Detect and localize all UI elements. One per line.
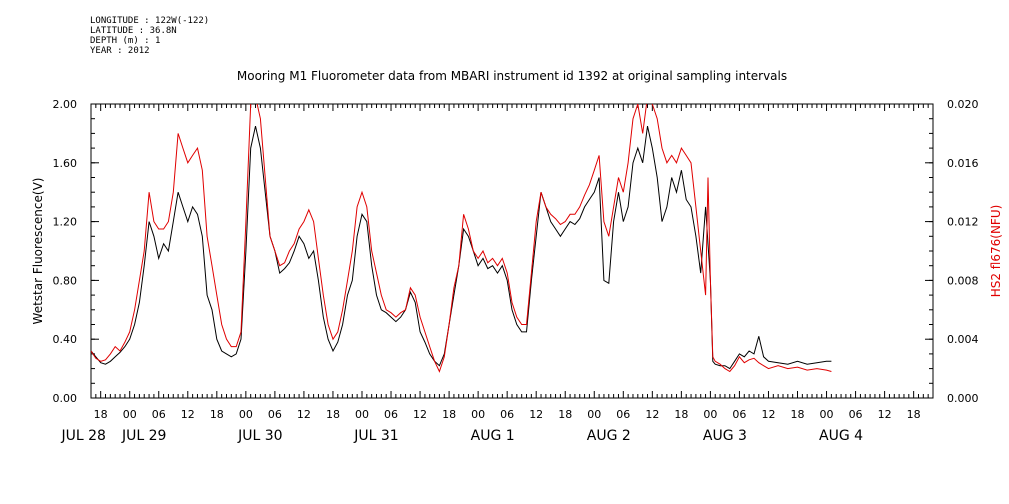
x-tick-label: 06 — [732, 408, 746, 421]
x-tick-label: 12 — [645, 408, 659, 421]
y-tick-label: 0.80 — [53, 274, 78, 287]
x-tick-label: 00 — [471, 408, 485, 421]
x-tick-label: 18 — [442, 408, 456, 421]
y-tick-label: 0.00 — [53, 392, 78, 405]
x-tick-label: 06 — [268, 408, 282, 421]
x-tick-label: 00 — [355, 408, 369, 421]
x-tick-label: 06 — [384, 408, 398, 421]
x-tick-label: 18 — [326, 408, 340, 421]
x-tick-label: 06 — [849, 408, 863, 421]
x-tick-label: 18 — [210, 408, 224, 421]
y2-tick-label: 0.016 — [947, 157, 979, 170]
series-group — [91, 104, 832, 373]
x-tick-label: 12 — [761, 408, 775, 421]
x-day-label: AUG 4 — [819, 428, 863, 444]
x-tick-label: 12 — [529, 408, 543, 421]
x-day-label: JUL 28 — [61, 428, 106, 444]
y-axis-label: Wetstar Fluorescence(V) — [31, 178, 45, 325]
x-tick-label: 18 — [907, 408, 921, 421]
x-tick-label: 12 — [413, 408, 427, 421]
series-line-hs2 — [91, 104, 832, 373]
y2-tick-label: 0.012 — [947, 216, 979, 229]
x-tick-label: 00 — [820, 408, 834, 421]
x-tick-label: 00 — [239, 408, 253, 421]
x-day-label: JUL 31 — [353, 428, 398, 444]
latitude-label: LATITUDE : 36.8N — [90, 26, 177, 36]
y-tick-label: 1.60 — [53, 157, 78, 170]
depth-label: DEPTH (m) : 1 — [90, 36, 161, 46]
y2-tick-label: 0.000 — [947, 392, 979, 405]
x-day-label: AUG 3 — [703, 428, 747, 444]
x-tick-label: 12 — [297, 408, 311, 421]
y2-axis-label: HS2 fl676(NFU) — [989, 205, 1003, 298]
station-metadata: LONGITUDE : 122W(-122) LATITUDE : 36.8N … — [90, 16, 209, 56]
y2-tick-label: 0.020 — [947, 98, 979, 111]
x-tick-label: 18 — [94, 408, 108, 421]
x-tick-label: 18 — [558, 408, 572, 421]
x-tick-label: 12 — [878, 408, 892, 421]
x-tick-label: 00 — [587, 408, 601, 421]
y-tick-label: 1.20 — [53, 216, 78, 229]
x-tick-label: 06 — [152, 408, 166, 421]
axes-group: 18 00 06 12 18 00 06 12 18 00 06 12 18 00 06 12 18 00 06 12… — [53, 98, 979, 444]
x-tick-label: 00 — [703, 408, 717, 421]
plot-frame — [90, 103, 934, 399]
x-tick-label: 18 — [791, 408, 805, 421]
chart-title: Mooring M1 Fluorometer data from MBARI i… — [237, 69, 787, 83]
y2-tick-label: 0.004 — [947, 333, 979, 346]
x-day-label: AUG 2 — [587, 428, 631, 444]
x-tick-label: 12 — [181, 408, 195, 421]
y-tick-label: 2.00 — [53, 98, 78, 111]
year-label: YEAR : 2012 — [90, 46, 150, 56]
y2-tick-label: 0.008 — [947, 274, 979, 287]
x-day-label: JUL 29 — [121, 428, 166, 444]
x-tick-label: 18 — [674, 408, 688, 421]
series-line-wetstar — [91, 125, 832, 370]
x-tick-label: 00 — [123, 408, 137, 421]
x-tick-label: 06 — [616, 408, 630, 421]
y-tick-label: 0.40 — [53, 333, 78, 346]
x-tick-label: 06 — [500, 408, 514, 421]
x-day-label: JUL 30 — [237, 428, 282, 444]
x-day-label: AUG 1 — [471, 428, 515, 444]
longitude-label: LONGITUDE : 122W(-122) — [90, 16, 210, 26]
